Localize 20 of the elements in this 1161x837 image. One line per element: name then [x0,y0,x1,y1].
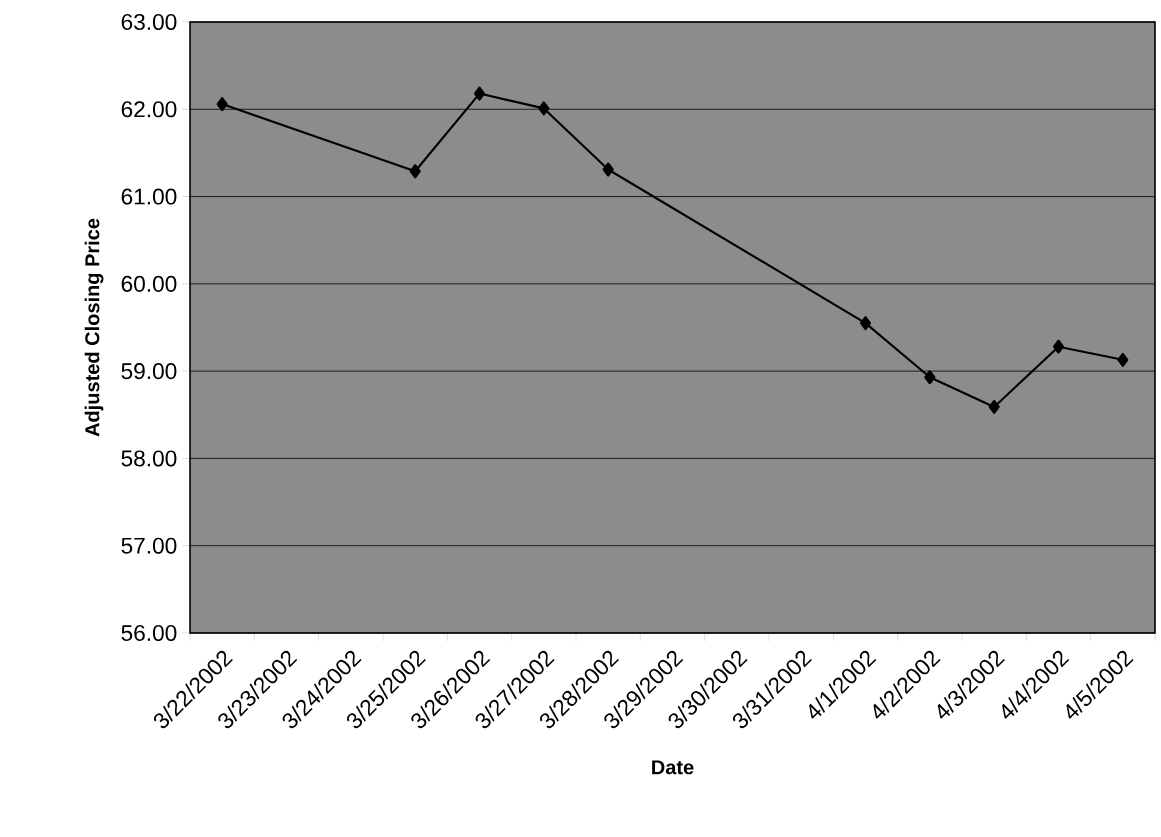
y-tick-label: 57.00 [121,537,177,554]
y-axis-title: Adjusted Closing Price [84,218,104,437]
point [859,316,872,331]
point [216,96,228,112]
point [1052,339,1065,354]
point [538,101,550,116]
y-tick-label: 60.00 [121,275,177,292]
point [602,162,614,177]
y-tick-label: 58.00 [121,450,177,467]
y-tick-label: 62.00 [121,101,177,118]
y-tick-label: 61.00 [121,188,177,205]
point [924,370,936,385]
y-tick-label: 59.00 [121,363,177,380]
point [473,86,486,101]
y-tick-label: 56.00 [121,624,177,642]
point [1117,352,1129,367]
point [988,399,1000,414]
point [409,164,421,179]
x-axis-title: Date [652,760,694,775]
y-tick-label: 63.00 [121,13,177,31]
